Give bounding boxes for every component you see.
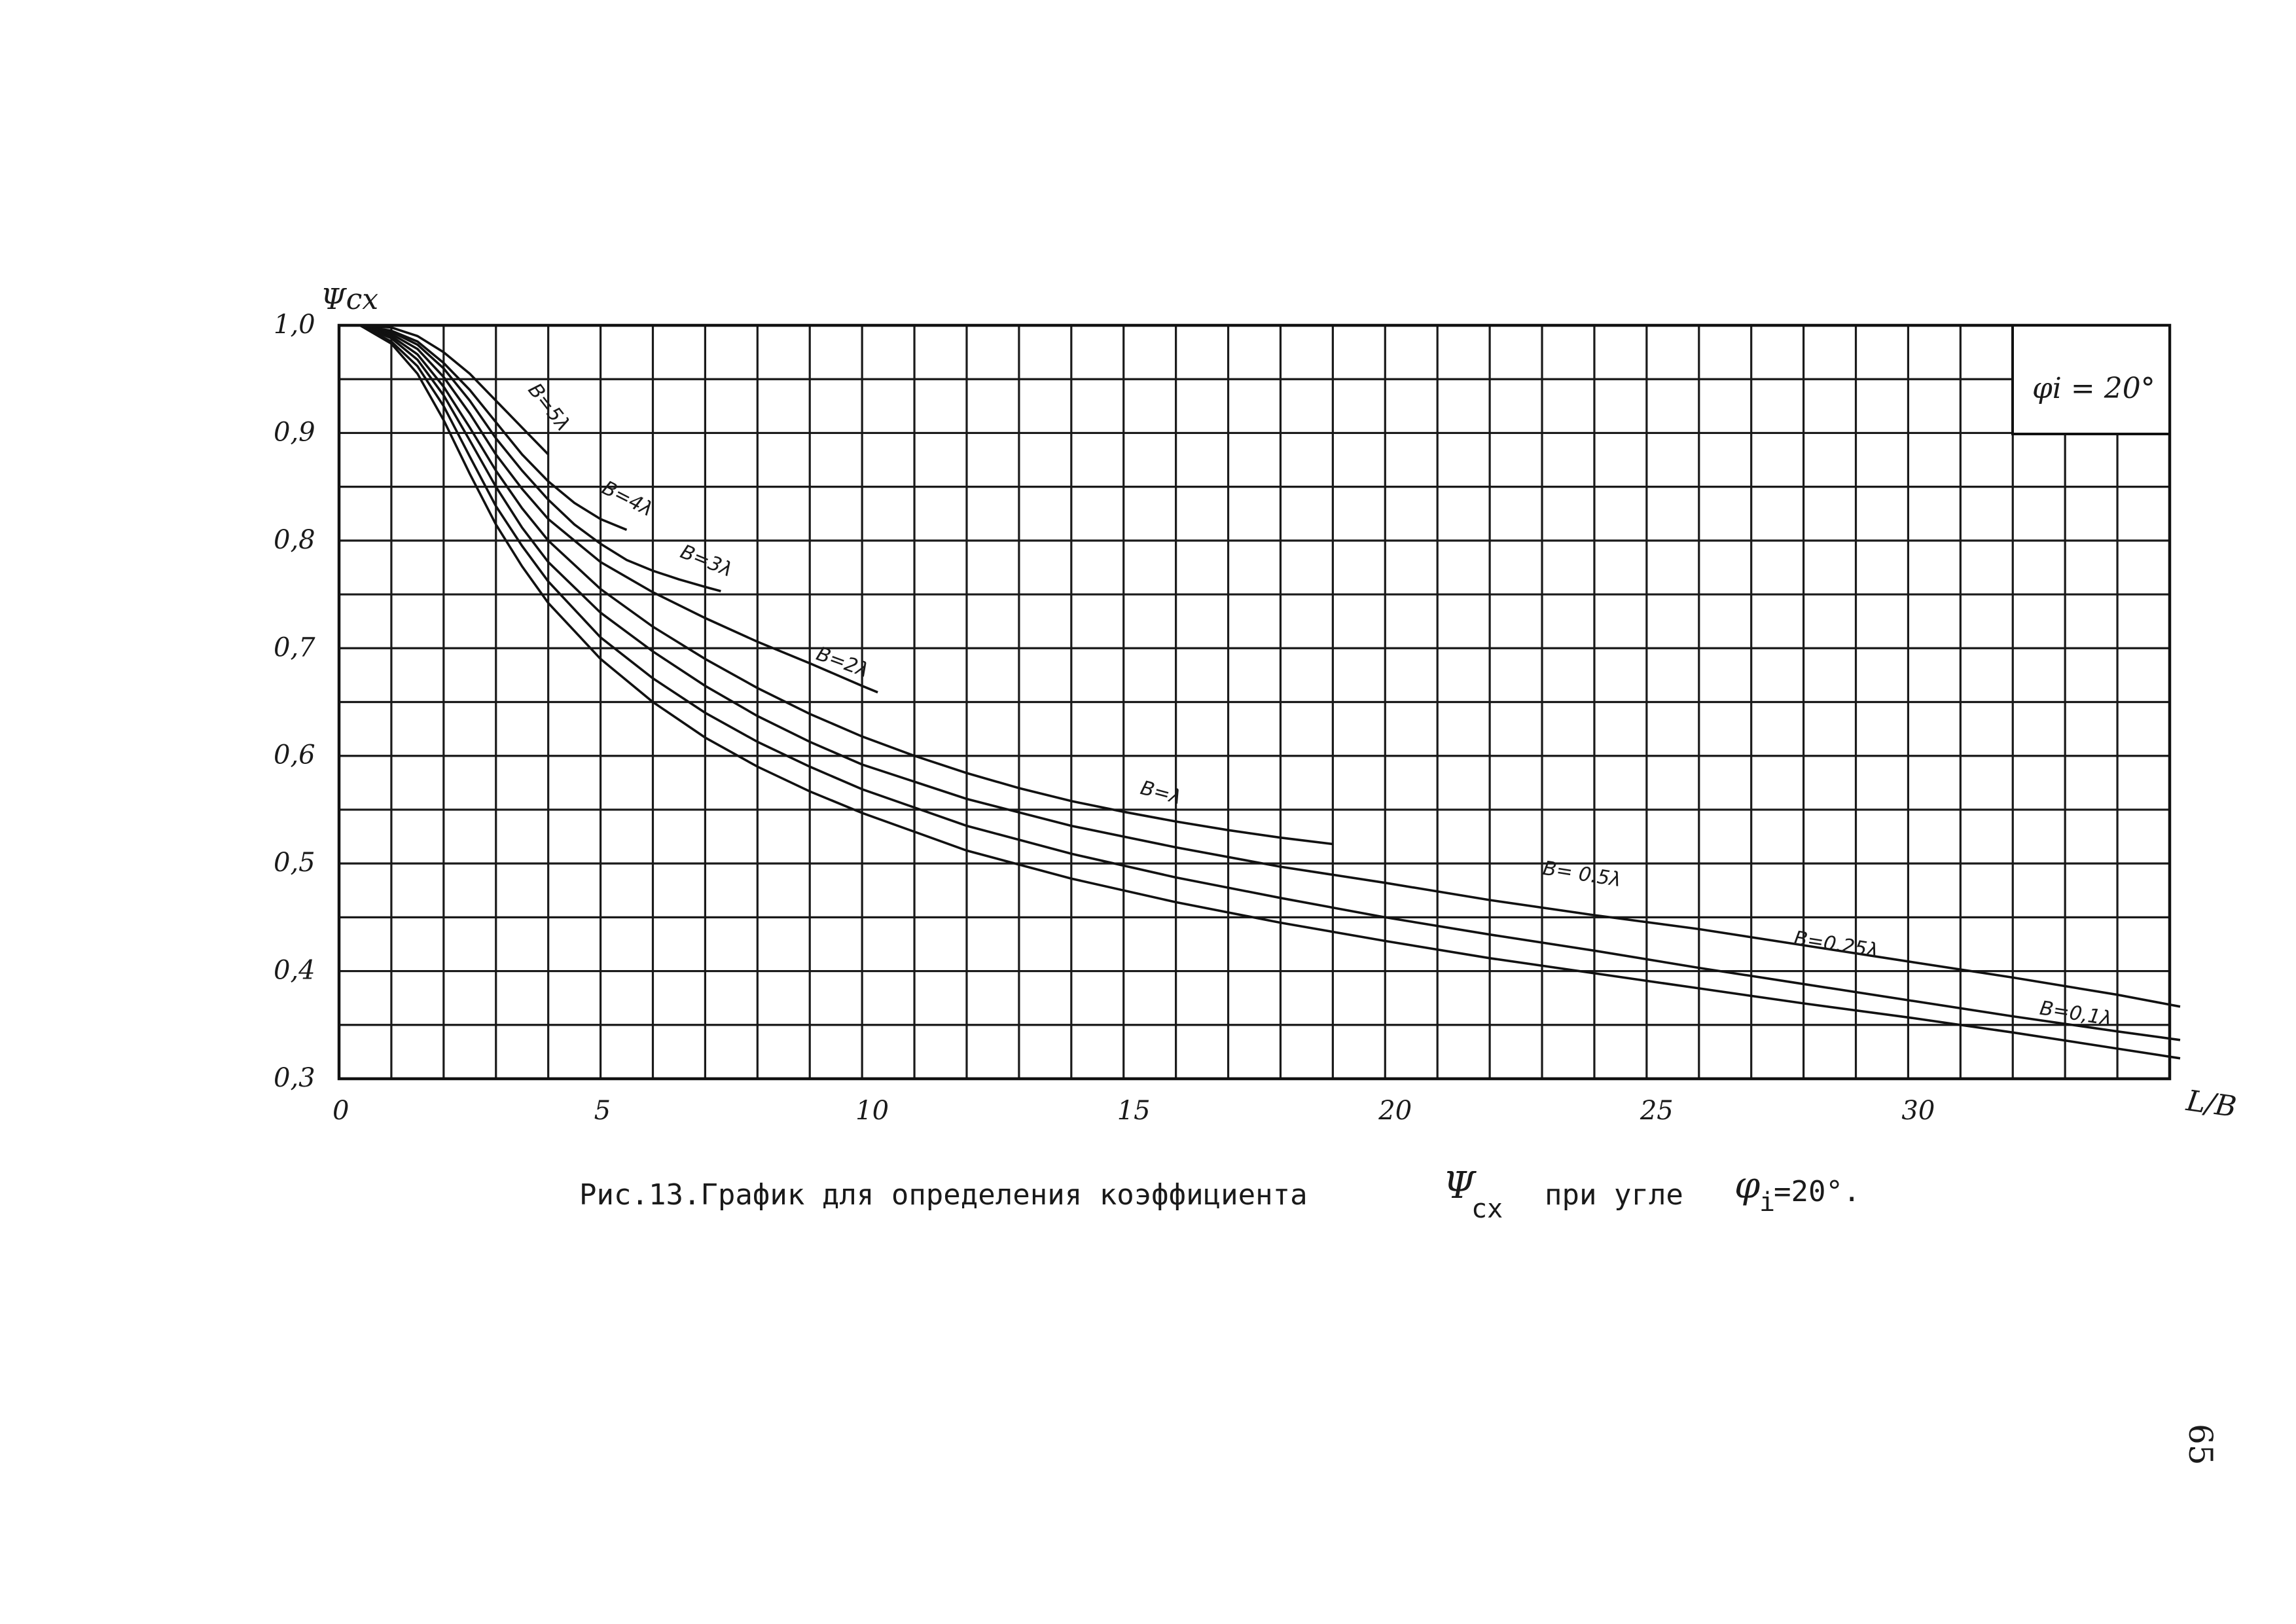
legend-box-text: φi = 20° <box>2032 372 2155 405</box>
x-tick-label: 30 <box>1901 1096 1935 1126</box>
figure-caption: Рис.13.График для определения коэффициен… <box>579 1164 1860 1224</box>
y-tick-label: 0,9 <box>274 417 315 447</box>
y-axis-label: Ψсх <box>321 283 378 316</box>
svg-text:Рис.13.График для определения: Рис.13.График для определения коэффициен… <box>579 1178 1308 1212</box>
caption-suffix: =20°. <box>1774 1175 1860 1208</box>
x-tick-label: 15 <box>1117 1096 1151 1126</box>
series-line <box>359 324 721 592</box>
series-line <box>359 324 878 694</box>
x-tick-label: 10 <box>855 1096 889 1126</box>
series-label: B=3λ <box>677 540 736 581</box>
plot-frame <box>337 323 2172 1081</box>
y-tick-label: 0,6 <box>274 740 315 770</box>
series-line <box>359 324 549 456</box>
y-tick-label: 0,4 <box>274 956 315 986</box>
legend-box: φi = 20° <box>2011 324 2171 435</box>
y-tick-label: 1,0 <box>274 310 315 340</box>
series-line <box>359 324 628 532</box>
x-tick-label: 20 <box>1378 1096 1412 1126</box>
y-tick-label: 0,3 <box>274 1063 315 1093</box>
tick-labels: 0 5 10 15 20 25 30 1,0 0,9 0,8 0,7 0,6 0,5 0,4 0,3 <box>274 310 1935 1126</box>
x-tick-label: 25 <box>1640 1096 1674 1126</box>
y-tick-label: 0,8 <box>274 525 315 555</box>
series-label: B=λ <box>1138 776 1184 809</box>
series-line <box>359 324 2181 1060</box>
series-line <box>359 324 1333 846</box>
y-tick-label: 0,5 <box>274 848 315 878</box>
y-tick-label: 0,7 <box>274 632 315 662</box>
x-tick-label: 0 <box>332 1096 349 1126</box>
caption-phi-subscript: i <box>1759 1187 1775 1218</box>
caption-prefix: Рис.13.График для определения коэффициен… <box>579 1178 1308 1212</box>
series-line <box>359 324 2181 1008</box>
page-number: 65 <box>2181 1424 2219 1466</box>
caption-phi-symbol: φ <box>1734 1164 1760 1207</box>
series-label: B= 0.5λ <box>1541 857 1623 892</box>
grid <box>339 325 2170 1079</box>
caption-middle: при угле <box>1545 1178 1683 1212</box>
series-label: B=0.25λ <box>1792 927 1880 963</box>
data-curves <box>359 324 2181 1060</box>
caption-psi-symbol: Ψ <box>1443 1164 1477 1207</box>
series-line <box>359 324 2181 1041</box>
series-label: B=4λ <box>598 477 656 522</box>
x-tick-label: 5 <box>594 1096 611 1126</box>
x-axis-label: L/B <box>2183 1084 2238 1124</box>
caption-psi-subscript: сх <box>1471 1194 1503 1224</box>
